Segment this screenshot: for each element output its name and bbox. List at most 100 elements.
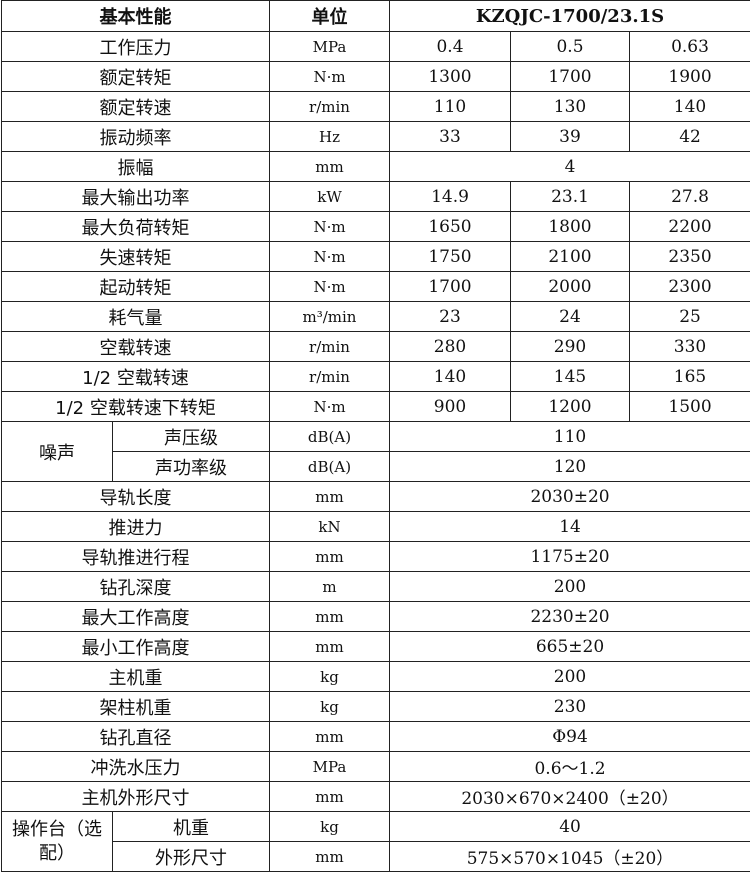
row-value: 1800 [510,211,630,242]
table-row: 1/2 空载转速下转矩 N·m 900 1200 1500 [1,391,750,422]
row-value: 140 [628,91,750,122]
table-row: 主机外形尺寸 mm 2030×670×2400（±20） [1,781,750,812]
table-row: 推进力 kN 14 [1,511,750,542]
header-model: KZQJC-1700/23.1S [388,0,750,32]
row-value: 27.8 [628,181,750,212]
row-label: 起动转矩 [1,271,270,302]
row-unit: N·m [269,61,390,92]
table-row: 最大工作高度 mm 2230±20 [1,601,750,632]
row-value: 200 [388,661,750,692]
row-value: 280 [389,331,511,362]
row-value: 2350 [628,241,750,272]
row-value: 14 [388,511,750,542]
table-row: 额定转速 r/min 110 130 140 [1,91,750,122]
row-label: 1/2 空载转速 [1,361,270,392]
row-label: 导轨推进行程 [1,541,270,572]
row-unit: MPa [269,31,390,62]
table-row: 冲洗水压力 MPa 0.6～1.2 [1,751,750,782]
table-row: 主机重 kg 200 [1,661,750,692]
row-label: 1/2 空载转速下转矩 [1,391,270,422]
row-value: 665±20 [388,631,750,662]
row-unit: r/min [269,91,390,122]
table-row: 钻孔直径 mm Φ94 [1,721,750,752]
table-row: 振幅 mm 4 [1,151,750,182]
row-value: 23 [389,301,511,332]
row-label: 机重 [112,811,270,842]
row-unit: Hz [269,121,390,152]
row-label: 最小工作高度 [1,631,270,662]
row-unit: mm [269,541,390,572]
row-label: 钻孔深度 [1,571,270,602]
row-unit: r/min [269,331,390,362]
row-value: 165 [628,361,750,392]
row-value: 4 [388,151,750,182]
row-value: 110 [389,91,511,122]
row-value: 1650 [389,211,511,242]
row-value: 900 [389,391,511,422]
header-row: 基本性能 单位 KZQJC-1700/23.1S [1,0,750,32]
row-value: 1200 [510,391,630,422]
row-unit: N·m [269,211,390,242]
row-value: 200 [388,571,750,602]
row-value: 1300 [389,61,511,92]
row-value: 25 [628,301,750,332]
row-label: 振动频率 [1,121,270,152]
row-label: 声功率级 [112,451,270,482]
row-value: 2300 [628,271,750,302]
row-unit: m [269,571,390,602]
row-label: 最大工作高度 [1,601,270,632]
row-label: 架柱机重 [1,691,270,722]
row-unit: MPa [269,751,390,782]
row-unit: mm [269,481,390,512]
row-label: 额定转速 [1,91,270,122]
row-value: 1500 [628,391,750,422]
row-label: 导轨长度 [1,481,270,512]
table-row: 额定转矩 N·m 1300 1700 1900 [1,61,750,92]
row-value: 140 [389,361,511,392]
row-value: 2030±20 [388,481,750,512]
row-value: 1175±20 [388,541,750,572]
row-label: 推进力 [1,511,270,542]
header-unit: 单位 [269,0,390,32]
row-label: 最大负荷转矩 [1,211,270,242]
table-row: 声功率级 dB(A) 120 [2,451,750,482]
row-label: 声压级 [112,421,270,452]
row-value: 145 [510,361,630,392]
table-row: 起动转矩 N·m 1700 2000 2300 [1,271,750,302]
row-value: 2230±20 [388,601,750,632]
row-unit: mm [269,601,390,632]
row-value: 23.1 [510,181,630,212]
row-value: 330 [628,331,750,362]
table-row: 导轨长度 mm 2030±20 [1,481,750,512]
group-label: 操作台（选配） [1,811,113,872]
row-unit: mm [269,151,390,182]
row-unit: mm [269,841,390,872]
row-unit: mm [269,781,390,812]
row-value: 130 [510,91,630,122]
row-label: 主机外形尺寸 [1,781,270,812]
row-label: 额定转矩 [1,61,270,92]
row-value: 120 [388,451,750,482]
row-label: 冲洗水压力 [1,751,270,782]
table-row: 钻孔深度 m 200 [1,571,750,602]
row-value: 0.5 [510,31,630,62]
row-value: 1700 [389,271,511,302]
table-row: 外形尺寸 mm 575×570×1045（±20） [2,841,750,872]
row-unit: N·m [269,271,390,302]
row-value: 575×570×1045（±20） [388,841,750,872]
row-value: 1750 [389,241,511,272]
row-unit: mm [269,631,390,662]
row-label: 振幅 [1,151,270,182]
row-unit: mm [269,721,390,752]
row-value: 2000 [510,271,630,302]
table-row: 空载转速 r/min 280 290 330 [1,331,750,362]
row-value: 33 [389,121,511,152]
row-value: 2030×670×2400（±20） [388,781,750,812]
table-row: 最大输出功率 kW 14.9 23.1 27.8 [1,181,750,212]
row-value: 2200 [628,211,750,242]
table-row: 最大负荷转矩 N·m 1650 1800 2200 [1,211,750,242]
row-label: 失速转矩 [1,241,270,272]
row-value: 0.63 [628,31,750,62]
header-property: 基本性能 [1,0,270,32]
row-value: 24 [510,301,630,332]
